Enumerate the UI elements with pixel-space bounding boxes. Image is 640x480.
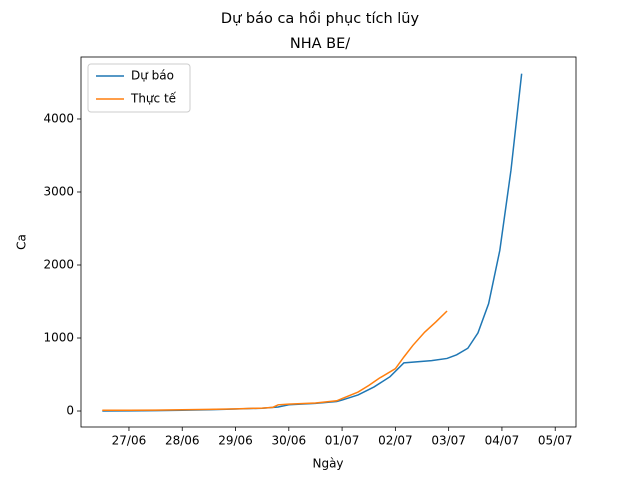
legend-label: Thực tế <box>130 92 177 106</box>
y-tick-label: 2000 <box>43 257 74 271</box>
x-tick-label: 02/07 <box>378 434 413 448</box>
y-tick-label: 3000 <box>43 184 74 198</box>
series-line <box>102 310 448 412</box>
x-tick-label: 04/07 <box>485 434 520 448</box>
legend-label: Dự báo <box>131 69 174 83</box>
x-tick-label: 30/06 <box>272 434 307 448</box>
x-axis-label: Ngày <box>312 457 343 471</box>
chart-subtitle: NHA BE/ <box>290 36 350 52</box>
x-tick-label: 28/06 <box>165 434 200 448</box>
x-tick-label: 29/06 <box>218 434 253 448</box>
y-axis-label: Ca <box>15 234 29 250</box>
y-tick-label: 1000 <box>43 331 74 345</box>
x-tick-label: 05/07 <box>538 434 573 448</box>
y-tick-label: 4000 <box>43 111 74 125</box>
series-line <box>102 73 523 412</box>
plot-frame <box>80 56 577 428</box>
chart-title: Dự báo ca hồi phục tích lũy <box>221 10 420 27</box>
x-tick-label: 03/07 <box>431 434 466 448</box>
y-tick-label: 0 <box>66 404 74 418</box>
x-tick-label: 27/06 <box>112 434 147 448</box>
x-tick-label: 01/07 <box>325 434 360 448</box>
